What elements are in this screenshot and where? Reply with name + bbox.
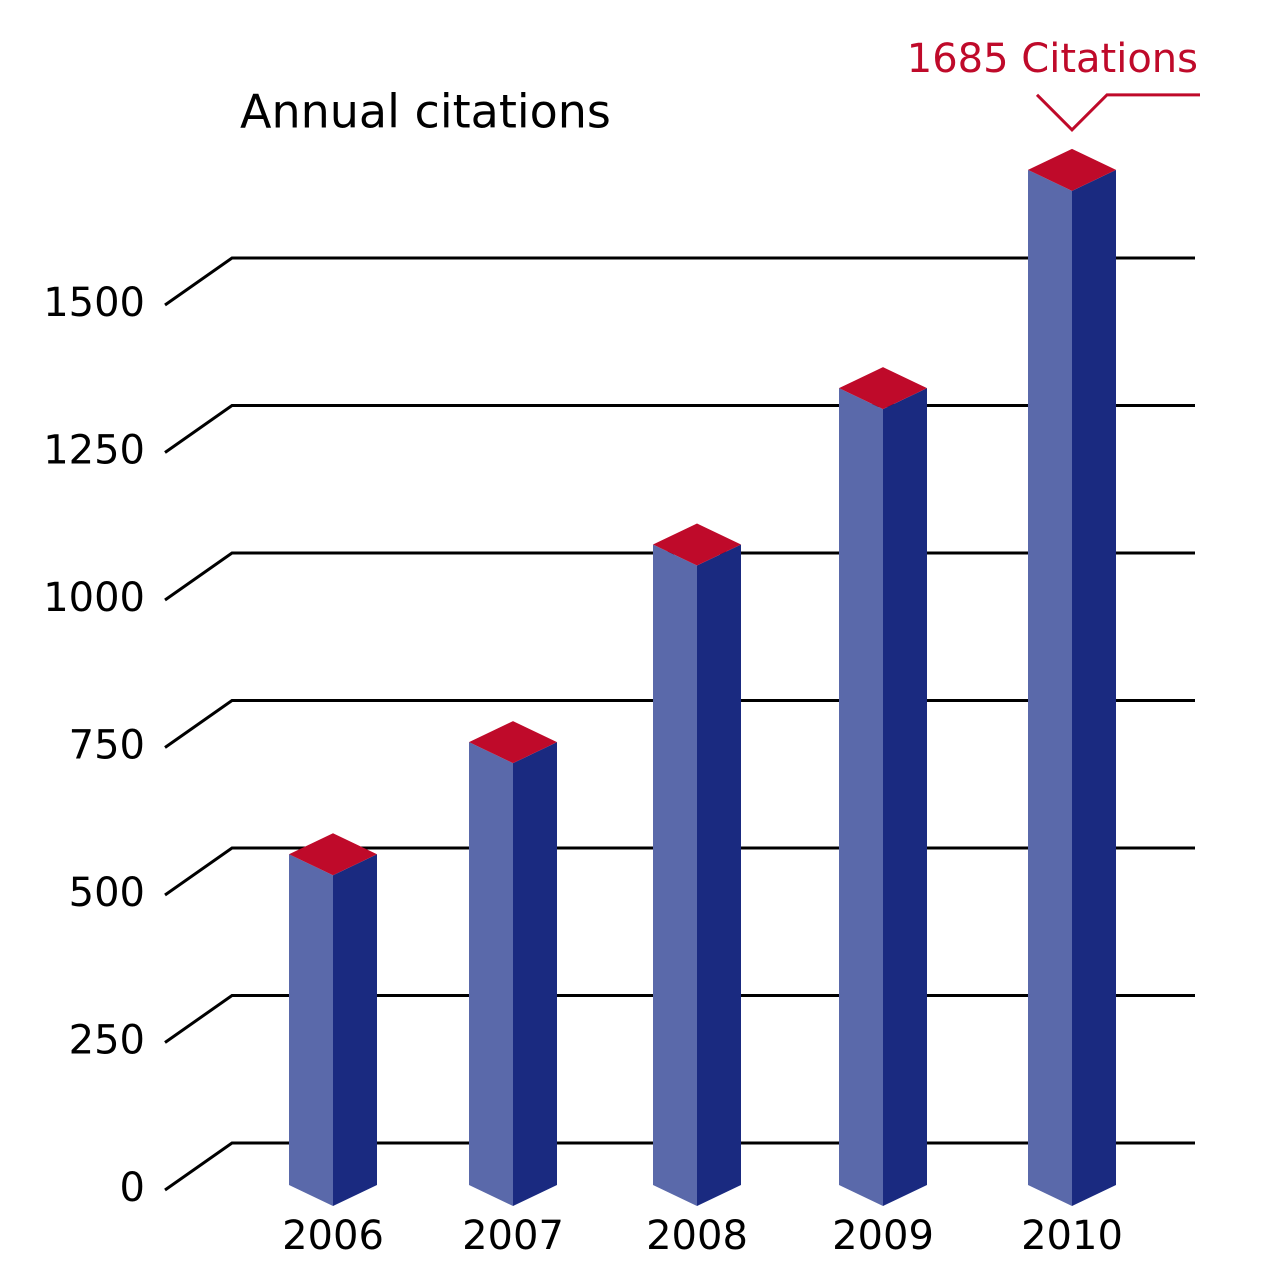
annotation: 1685 Citations [907,36,1198,82]
y-tick-label: 1500 [43,280,145,326]
bar [839,367,927,1206]
bar [653,523,741,1206]
x-tick-label: 2007 [462,1213,564,1259]
x-tick-label: 2010 [1021,1213,1123,1259]
y-tick-label: 1250 [43,428,145,474]
x-tick-label: 2009 [832,1213,934,1259]
y-tick-label: 750 [69,723,145,769]
bar-left-face [469,742,513,1206]
bar-left-face [653,544,697,1206]
bar-right-face [1072,169,1116,1207]
y-tick-label: 1000 [43,575,145,621]
bar [1028,148,1116,1207]
x-tick-label: 2006 [282,1213,384,1259]
y-tick-label: 250 [69,1018,145,1064]
bar-right-face [883,388,927,1206]
bar-right-face [333,854,377,1206]
bar-top [1028,148,1116,191]
bar-right-face [697,544,741,1206]
bar-left-face [1028,169,1072,1207]
bar-top [653,523,741,566]
bar-top [839,367,927,410]
bar-top [469,721,557,764]
x-tick-label: 2008 [646,1213,748,1259]
bar-top [289,833,377,876]
chart-title: Annual citations [240,85,611,139]
bar [469,721,557,1206]
y-tick-label: 0 [120,1165,145,1211]
bar-left-face [839,388,883,1206]
y-tick-label: 500 [69,870,145,916]
bar-left-face [289,854,333,1206]
annotation-callout [1035,93,1200,132]
bar [289,833,377,1206]
bar-right-face [513,742,557,1206]
grid-line [164,256,1195,307]
